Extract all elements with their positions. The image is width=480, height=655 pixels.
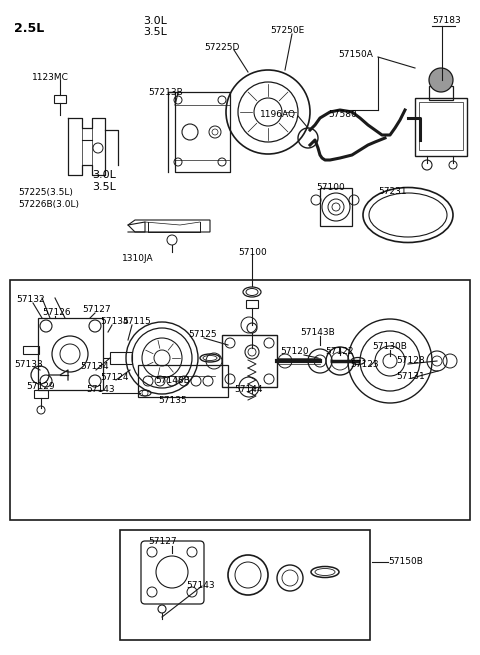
Text: 57125: 57125 (188, 330, 216, 339)
Text: 57580: 57580 (328, 110, 357, 119)
Text: 57143B: 57143B (300, 328, 335, 337)
Bar (419, 102, 463, 150)
Text: 57213B: 57213B (148, 88, 183, 97)
Bar (10, 280, 470, 520)
Text: 57124: 57124 (100, 373, 129, 382)
Text: 57134: 57134 (100, 317, 129, 326)
Circle shape (429, 68, 453, 92)
Text: 1310JA: 1310JA (122, 254, 154, 263)
Bar (34, 390, 48, 398)
Text: 57225D: 57225D (204, 43, 240, 52)
Text: 57135: 57135 (158, 396, 187, 405)
Text: 57126: 57126 (42, 308, 71, 317)
Text: 57183: 57183 (432, 16, 461, 25)
Text: 57143: 57143 (186, 581, 215, 590)
Bar (320, 188, 352, 226)
Text: 57150A: 57150A (338, 50, 373, 59)
Text: 57122: 57122 (325, 347, 353, 356)
Text: 57148B: 57148B (155, 376, 190, 385)
Text: 57132: 57132 (16, 295, 45, 304)
Bar (110, 352, 132, 364)
Text: 3.0L: 3.0L (92, 170, 116, 180)
Text: 57144: 57144 (234, 385, 263, 394)
Text: 57133: 57133 (14, 360, 43, 369)
Text: 57129: 57129 (26, 382, 55, 391)
Bar (138, 365, 228, 397)
Text: 57143: 57143 (86, 385, 115, 394)
Text: 3.0L: 3.0L (143, 16, 167, 26)
Text: 57120: 57120 (280, 347, 309, 356)
Text: 57130B: 57130B (372, 342, 407, 351)
Text: 57100: 57100 (316, 183, 345, 192)
Text: 1123MC: 1123MC (32, 73, 69, 82)
Text: 57250E: 57250E (270, 26, 304, 35)
Text: 57115: 57115 (122, 317, 151, 326)
Bar (415, 98, 467, 156)
Bar (23, 346, 39, 354)
Text: 57128: 57128 (396, 356, 425, 365)
Bar (246, 300, 258, 308)
Bar (222, 335, 277, 387)
Bar (38, 318, 103, 390)
Text: 57134: 57134 (80, 362, 108, 371)
Text: 57100: 57100 (238, 248, 267, 257)
Bar (54, 95, 66, 103)
Text: 57123: 57123 (350, 360, 379, 369)
Text: 57131: 57131 (396, 372, 425, 381)
Text: 57231: 57231 (378, 187, 407, 196)
Text: 2.5L: 2.5L (14, 22, 44, 35)
Text: 57150B: 57150B (388, 557, 423, 566)
Text: 57226B(3.0L): 57226B(3.0L) (18, 200, 79, 209)
Text: 57127: 57127 (148, 537, 177, 546)
Bar (120, 530, 370, 640)
Text: 57225(3.5L): 57225(3.5L) (18, 188, 73, 197)
Text: 3.5L: 3.5L (92, 182, 116, 192)
Text: 57127: 57127 (82, 305, 110, 314)
Text: 1196AQ: 1196AQ (260, 110, 296, 119)
Bar (429, 86, 453, 100)
Text: 3.5L: 3.5L (143, 27, 167, 37)
